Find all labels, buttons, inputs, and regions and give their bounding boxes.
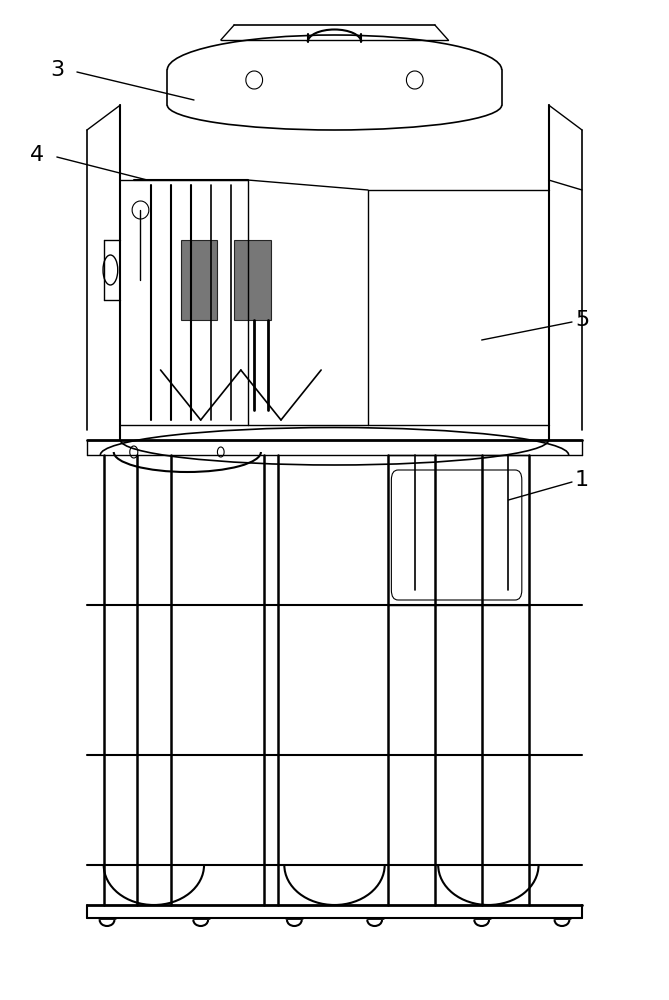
Bar bbox=[234, 240, 271, 320]
Bar bbox=[181, 240, 217, 320]
Text: 4: 4 bbox=[29, 145, 44, 165]
Text: 1: 1 bbox=[575, 470, 589, 490]
Text: 5: 5 bbox=[575, 310, 589, 330]
Text: 3: 3 bbox=[50, 60, 64, 80]
